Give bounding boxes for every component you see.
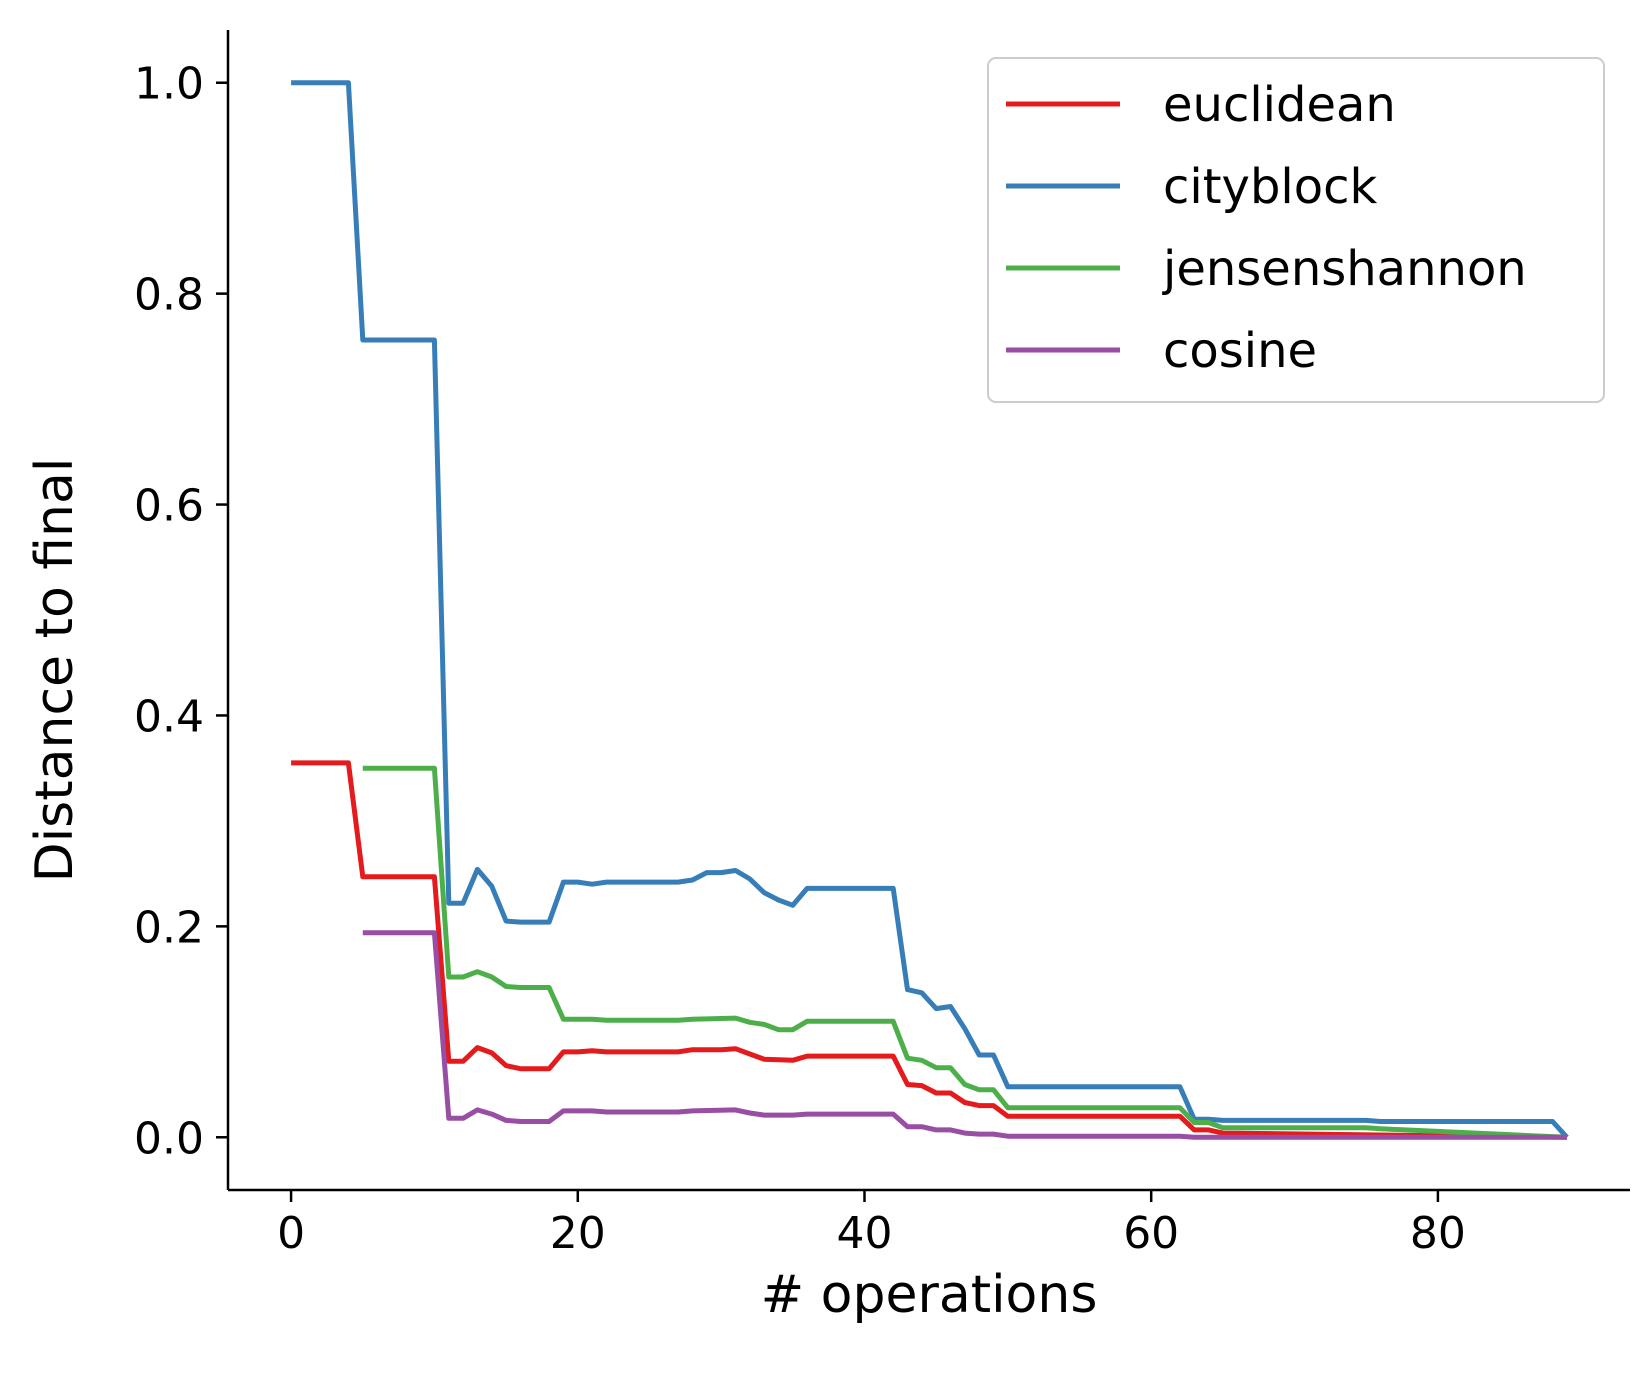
legend-item-euclidean: euclidean [1006,77,1396,133]
legend-box [987,57,1605,403]
series-line-cityblock [291,80,1569,1139]
y-tick-label: 0.8 [134,270,204,321]
series-line-euclidean [291,760,1567,1140]
x-tick-label: 60 [1123,1208,1179,1259]
axes [226,30,1630,1192]
legend-label: euclidean [1163,77,1396,133]
x-tick-label: 80 [1410,1208,1466,1259]
legend-item-cityblock: cityblock [1006,159,1378,215]
x-tick-label: 40 [836,1208,892,1259]
legend: euclidean cityblock jensenshannon cosine [987,57,1605,403]
y-tick-label: 0.0 [134,1113,204,1164]
x-axis-label: # operations [761,1265,1098,1325]
series-line-jensenshannon [362,765,1568,1140]
legend-item-jensenshannon: jensenshannon [1006,241,1527,297]
x-tick-label: 20 [550,1208,606,1259]
series-layer [291,80,1569,1140]
y-tick-label: 0.4 [134,691,204,742]
legend-items: euclidean cityblock jensenshannon cosine [1006,77,1527,379]
y-tick-label: 0.6 [134,481,204,532]
series-line-cosine [362,930,1567,1140]
ticks: 0 20 40 60 80 0.0 0.2 0.4 0.6 0.8 1.0 [134,59,1466,1259]
y-tick-label: 0.2 [134,902,204,953]
y-axis-label: Distance to final [25,458,85,883]
x-tick-label: 0 [277,1208,305,1259]
y-tick-label: 1.0 [134,59,204,110]
legend-label: jensenshannon [1162,241,1527,297]
legend-label: cityblock [1163,159,1378,215]
legend-label: cosine [1163,323,1317,379]
legend-item-cosine: cosine [1006,323,1317,379]
